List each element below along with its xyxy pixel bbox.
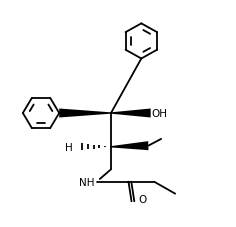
Polygon shape xyxy=(59,109,111,118)
Polygon shape xyxy=(111,109,151,118)
Text: H: H xyxy=(65,142,72,152)
Polygon shape xyxy=(111,141,148,151)
Text: O: O xyxy=(138,194,146,204)
Text: OH: OH xyxy=(152,109,168,118)
Text: NH: NH xyxy=(79,177,95,187)
